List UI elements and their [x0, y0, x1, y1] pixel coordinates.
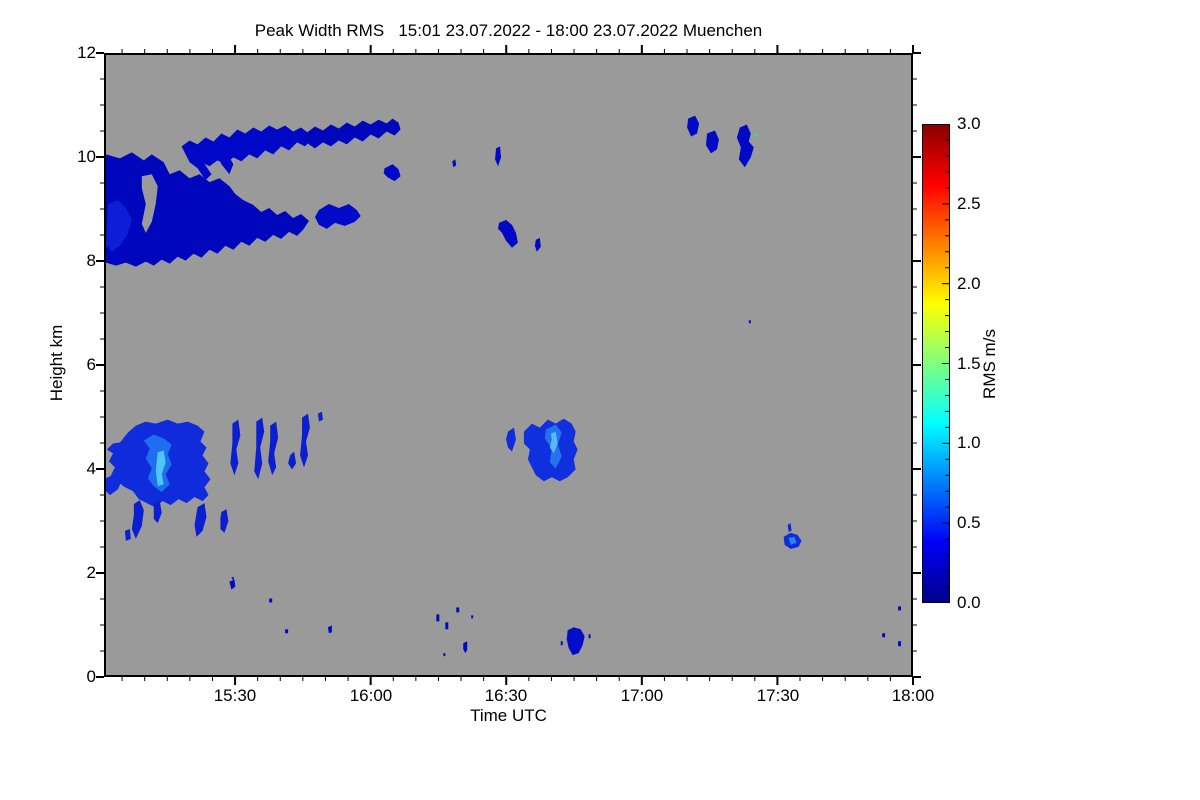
low-level-specks: [229, 320, 902, 657]
colorbar: [922, 124, 950, 603]
x-tick-label: 18:00: [891, 686, 935, 705]
y-tick-label: 0: [86, 667, 96, 686]
cell-1630: [506, 418, 578, 482]
x-tick-label: 17:30: [756, 686, 800, 705]
y-tick-label: 10: [77, 147, 96, 166]
heatmap-canvas: [106, 115, 902, 657]
y-tick-label: 12: [77, 43, 96, 62]
x-tick-label: 15:30: [213, 686, 257, 705]
colorbar-tick-label: 0.0: [957, 593, 981, 612]
midlevel-cluster: [106, 411, 323, 541]
cloud-upper-left: [106, 118, 401, 267]
x-tick-label: 17:00: [620, 686, 664, 705]
x-axis-label: Time UTC: [470, 706, 547, 725]
y-tick-label: 2: [86, 563, 96, 582]
patch-1732: [783, 522, 802, 549]
cloud-upper-right: [687, 115, 758, 168]
x-tick-label: 16:00: [349, 686, 393, 705]
cloud-slivers-middle: [452, 146, 541, 252]
colorbar-tick-label: 1.5: [957, 354, 981, 373]
colorbar-tick-label: 1.0: [957, 433, 981, 452]
y-tick-label: 6: [86, 355, 96, 374]
x-tick-label: 16:30: [484, 686, 528, 705]
colorbar-label: RMS m/s: [980, 329, 999, 399]
colorbar-tick-label: 0.5: [957, 513, 981, 532]
y-tick-label: 8: [86, 251, 96, 270]
y-tick-label: 4: [86, 459, 96, 478]
plot-area: [104, 53, 913, 677]
chart-title: Peak Width RMS 15:01 23.07.2022 - 18:00 …: [254, 21, 763, 40]
colorbar-tick-label: 3.0: [957, 114, 981, 133]
colorbar-tick-label: 2.0: [957, 274, 981, 293]
colorbar-tick-label: 2.5: [957, 194, 981, 213]
